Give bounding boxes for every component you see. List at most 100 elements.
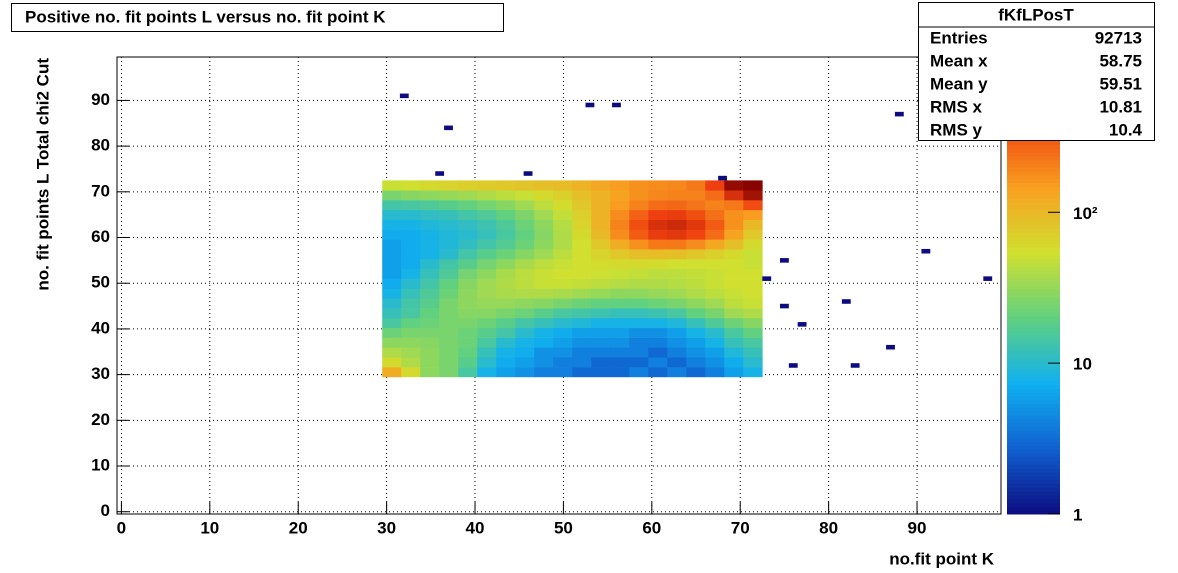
heat-cell xyxy=(401,347,421,358)
color-bar-segment xyxy=(1007,338,1060,344)
heat-cell xyxy=(382,278,402,289)
heat-cell xyxy=(435,171,445,176)
heat-cell xyxy=(724,219,744,230)
stats-value: 92713 xyxy=(1095,28,1142,47)
heat-cell xyxy=(724,268,744,279)
color-bar-segment xyxy=(1007,373,1060,378)
heat-cell xyxy=(686,347,706,358)
heat-cell xyxy=(686,367,706,378)
heat-cell xyxy=(743,180,763,191)
heat-cell xyxy=(705,239,725,250)
heat-cell xyxy=(515,317,535,329)
heat-cell xyxy=(420,190,440,201)
heat-cell xyxy=(553,288,573,299)
heat-cell xyxy=(686,180,706,191)
heat-cell xyxy=(705,337,725,348)
heat-cell xyxy=(458,190,478,201)
heat-cell xyxy=(610,229,630,240)
x-tick-label: 20 xyxy=(289,518,308,537)
heat-cell xyxy=(686,308,706,319)
heat-cell xyxy=(553,278,573,289)
heat-cell xyxy=(439,298,459,309)
heat-cell xyxy=(458,327,478,338)
heat-cell xyxy=(629,317,649,329)
heat-cell xyxy=(477,308,497,319)
heat-cell xyxy=(496,367,516,378)
heat-cell xyxy=(705,219,725,230)
heat-cell xyxy=(705,200,725,211)
y-tick-label: 10 xyxy=(91,455,110,474)
heat-cell xyxy=(420,268,440,279)
heat-cell xyxy=(477,298,497,309)
heat-cell xyxy=(629,258,649,270)
heat-cell xyxy=(515,190,535,201)
heat-cell xyxy=(629,367,649,378)
heat-cell xyxy=(382,298,402,309)
color-bar-segment xyxy=(1007,239,1060,245)
color-bar-segment xyxy=(1007,369,1060,374)
heat-cell xyxy=(534,367,554,378)
y-tick-label: 20 xyxy=(91,410,110,429)
color-bar-segment xyxy=(1007,437,1060,443)
heat-cell xyxy=(686,317,706,329)
heat-cell xyxy=(401,367,421,378)
heat-cell xyxy=(382,288,402,299)
color-bar-segment xyxy=(1007,399,1060,405)
color-bar-segment xyxy=(1007,148,1060,153)
heat-cell xyxy=(458,229,478,240)
heat-cell xyxy=(724,298,744,309)
heat-cell xyxy=(458,180,478,191)
heat-cell xyxy=(534,317,554,329)
heat-cell xyxy=(572,367,592,378)
stats-box xyxy=(918,2,1155,141)
heat-cell xyxy=(553,258,573,270)
color-bar-segment xyxy=(1007,182,1060,187)
heat-cell xyxy=(724,249,744,260)
heat-cell xyxy=(382,258,402,270)
heat-cell xyxy=(686,200,706,211)
heat-cell xyxy=(629,337,649,348)
heat-cell xyxy=(705,347,725,358)
heat-cell xyxy=(648,180,668,191)
color-bar-segment xyxy=(1007,498,1060,504)
heat-cell xyxy=(591,337,611,348)
heat-cell xyxy=(886,344,895,350)
heat-cell xyxy=(705,268,725,279)
heat-cell xyxy=(610,347,630,358)
heat-cell xyxy=(382,180,402,191)
heat-cell xyxy=(515,239,535,250)
y-tick-label: 40 xyxy=(91,318,110,337)
heat-cell xyxy=(591,209,611,220)
heat-cell xyxy=(743,249,763,260)
heat-cell xyxy=(780,258,789,263)
heat-cell xyxy=(496,298,516,309)
heat-cell xyxy=(572,268,592,279)
color-bar-segment xyxy=(1007,152,1060,157)
heat-cell xyxy=(420,327,440,338)
heat-cell xyxy=(686,337,706,348)
heat-cell xyxy=(686,249,706,260)
heat-cell xyxy=(534,239,554,250)
color-bar-segment xyxy=(1007,285,1060,290)
heat-cell xyxy=(724,288,744,299)
heat-cell xyxy=(439,268,459,279)
color-bar-segment xyxy=(1007,258,1060,264)
heat-cell xyxy=(458,337,478,348)
heat-cell xyxy=(553,308,573,319)
heat-cell xyxy=(515,249,535,260)
heat-cell xyxy=(534,327,554,338)
heat-cell xyxy=(420,288,440,299)
color-bar-segment xyxy=(1007,392,1060,397)
heat-cell xyxy=(705,308,725,319)
heat-cell xyxy=(572,347,592,358)
heat-cell xyxy=(629,308,649,319)
heat-cell xyxy=(686,278,706,289)
heat-cell xyxy=(724,278,744,289)
color-bar-segment xyxy=(1007,456,1060,462)
heat-cell xyxy=(458,308,478,319)
heat-cell xyxy=(458,367,478,378)
heat-cell xyxy=(382,268,402,279)
color-bar-segment xyxy=(1007,262,1060,267)
heat-cell xyxy=(686,268,706,279)
heat-cell xyxy=(629,278,649,289)
